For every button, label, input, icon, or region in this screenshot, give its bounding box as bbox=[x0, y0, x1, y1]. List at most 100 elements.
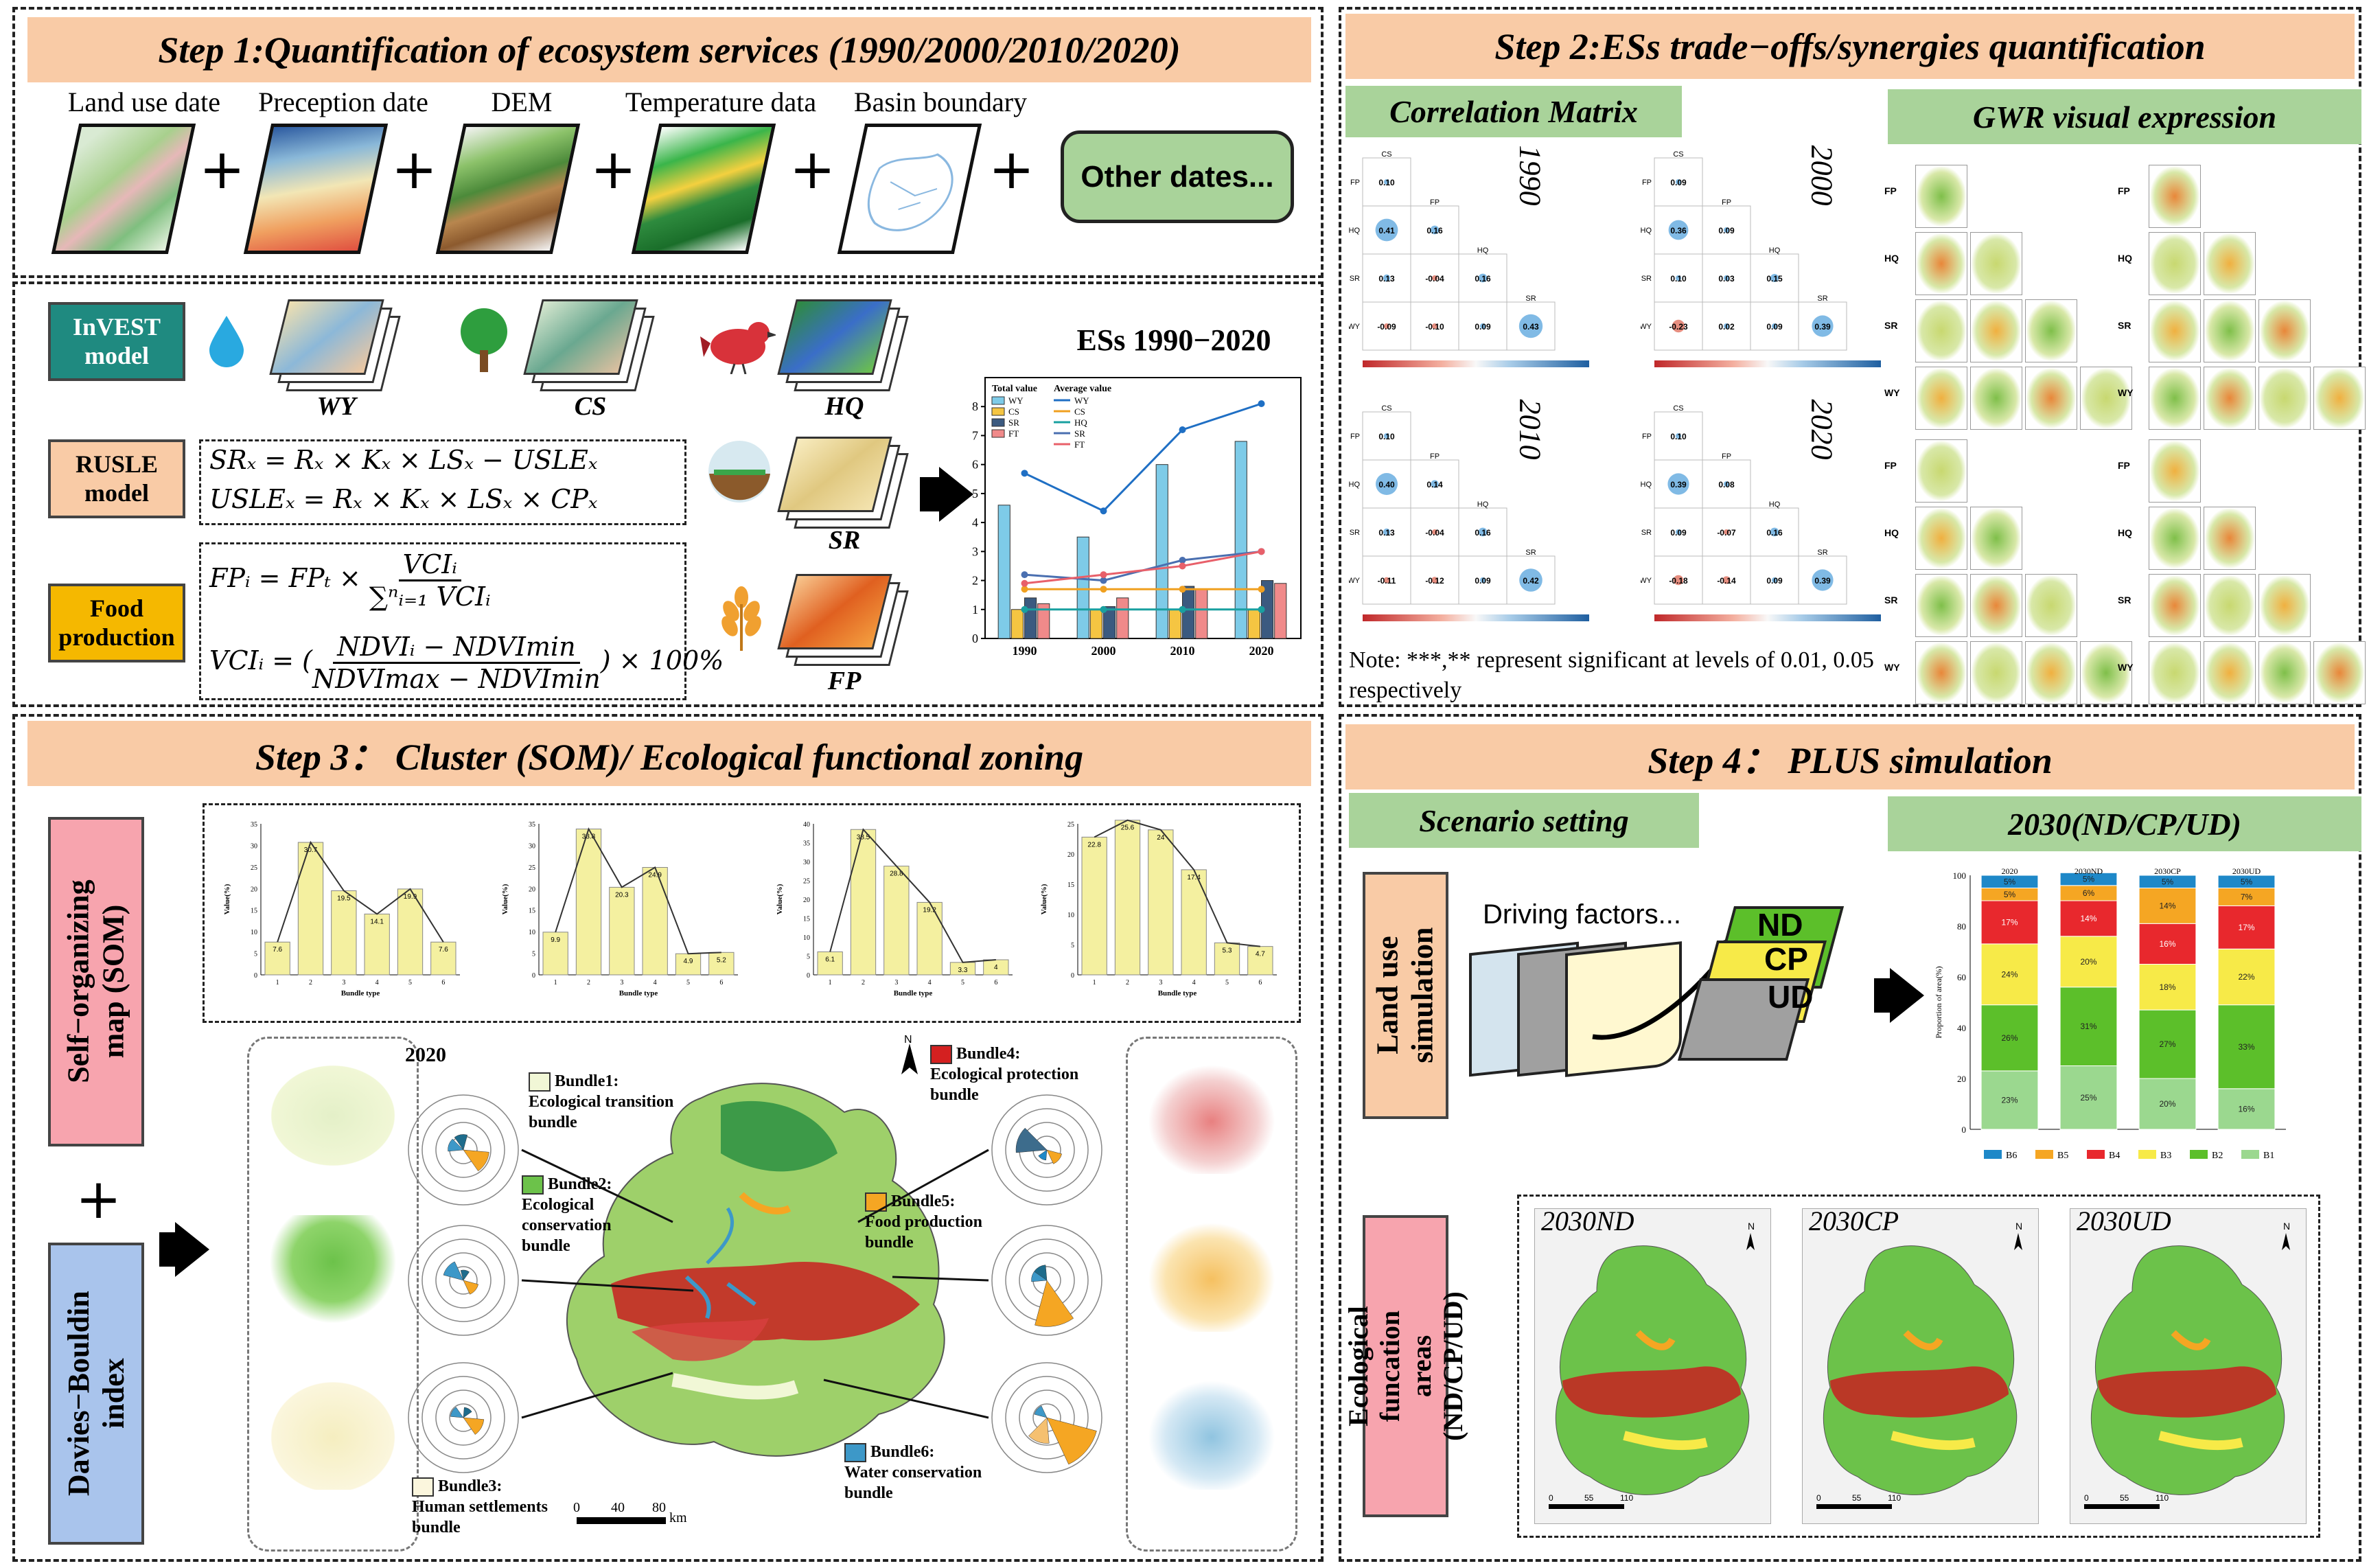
bar-charts-box bbox=[203, 803, 1301, 1023]
land-use-simulation-box: Land use simulation bbox=[1363, 872, 1448, 1119]
bundle2-name: Bundle2: bbox=[548, 1175, 612, 1193]
plus-sign: + bbox=[590, 137, 637, 201]
gwr-row-label: SR bbox=[1884, 595, 1898, 606]
y-tick-label: 15 bbox=[803, 916, 810, 923]
bar-sr bbox=[1103, 606, 1116, 639]
legend: Total value Average valueWYCSSRFTWYCSHQSR… bbox=[991, 384, 1111, 450]
matrix-value: 0.43 bbox=[1523, 322, 1539, 332]
matrix-value: 0.16 bbox=[1766, 528, 1783, 538]
matrix-row-label: SR bbox=[1350, 275, 1360, 283]
segment-label: 25% bbox=[2080, 1093, 2096, 1103]
gwr-row-label: WY bbox=[1884, 387, 1900, 398]
stack-segment-b3 bbox=[1980, 943, 2039, 1006]
bundle-bar bbox=[542, 932, 568, 976]
gwr-map-cell bbox=[2204, 507, 2256, 570]
svg-text:N: N bbox=[904, 1034, 912, 1046]
bar-value-label: 7.6 bbox=[439, 946, 448, 954]
x-tick-label: 1 bbox=[1093, 979, 1096, 987]
scenario-nd-label: ND bbox=[1757, 907, 1803, 943]
matrix-col-label: HQ bbox=[1769, 246, 1781, 255]
y-tick-label: 15 bbox=[1067, 881, 1074, 889]
bar-value-label: 5.2 bbox=[717, 956, 726, 964]
segment-label: 5% bbox=[2162, 877, 2174, 886]
legend-label: SR bbox=[1008, 417, 1019, 428]
matrix-circle bbox=[1376, 473, 1398, 495]
matrix-value: 0.40 bbox=[1378, 480, 1395, 489]
matrix-circle bbox=[1518, 314, 1543, 338]
es-chart: 0 1 2 3 4 5 6 7 8 1990 2000 2010 2020 Total value Aver… bbox=[972, 377, 1302, 658]
x-tick-label: 2010 bbox=[1170, 644, 1195, 658]
bar-value-label: 14.1 bbox=[370, 918, 384, 925]
stack-segment-b1 bbox=[2059, 1065, 2118, 1130]
radar-ring bbox=[435, 1252, 492, 1308]
sr-layer-stack bbox=[776, 433, 927, 529]
bundle-bar bbox=[1247, 946, 1273, 976]
stack-segment-b1 bbox=[2138, 1078, 2197, 1130]
bundle-bar bbox=[1148, 829, 1174, 976]
matrix-value: -0.10 bbox=[1425, 322, 1444, 332]
gwr-map-cell bbox=[1915, 367, 1967, 430]
bundle2-swatch bbox=[522, 1175, 544, 1195]
gwr-map-cell bbox=[2149, 641, 2201, 704]
matrix-year-label: 1990 bbox=[1513, 145, 1547, 206]
y-tick-label: 20 bbox=[1067, 851, 1074, 859]
matrix-circle bbox=[1384, 323, 1389, 329]
stack-segment-b3 bbox=[2138, 964, 2197, 1011]
gwr-map-cell bbox=[1970, 232, 2022, 295]
matrix-col-label: SR bbox=[1817, 295, 1827, 303]
y-tick-label: 25 bbox=[803, 878, 810, 886]
radar-wedge bbox=[460, 1269, 470, 1281]
y-tick-label: 0 bbox=[532, 972, 535, 980]
segment-label: 26% bbox=[2001, 1033, 2018, 1043]
y-tick-label: 1 bbox=[972, 603, 978, 616]
radar-ring bbox=[991, 1094, 1102, 1206]
matrix-row-label: FP bbox=[1642, 178, 1652, 187]
legend-label: SR bbox=[1074, 428, 1085, 439]
bar-value-label: 30.7 bbox=[304, 846, 318, 854]
step1-panel bbox=[12, 7, 1324, 278]
radar-wedge bbox=[1038, 1149, 1048, 1161]
radar-svg bbox=[991, 1094, 1102, 1206]
year-label: 2020 bbox=[405, 1044, 446, 1066]
basin-boundary-image bbox=[837, 124, 982, 254]
radar-wedge bbox=[1034, 1265, 1048, 1281]
segment-label: 31% bbox=[2080, 1022, 2096, 1031]
bundle-side-maps-right bbox=[1126, 1037, 1297, 1552]
input-label-temperature: Temperature data bbox=[625, 87, 817, 117]
y-axis-label: Proportion of area(%) bbox=[1934, 966, 1943, 1038]
point-hq bbox=[1258, 606, 1265, 613]
radar-wedge bbox=[450, 1407, 464, 1418]
arrow-shaft bbox=[159, 1232, 176, 1267]
x-tick-label: 1 bbox=[554, 979, 557, 987]
significance-note: Note: ***,** represent significant at le… bbox=[1349, 647, 1874, 704]
bar-value-label: 28.8 bbox=[890, 871, 903, 878]
segment-label: 17% bbox=[2238, 923, 2254, 932]
map-scale-label: 55 bbox=[1584, 1493, 1594, 1503]
matrix-year-label: 2010 bbox=[1513, 399, 1547, 460]
matrix-value: -0.18 bbox=[1669, 576, 1688, 586]
segment-label: 5% bbox=[2241, 877, 2253, 886]
y-axis-label: Value(%) bbox=[501, 884, 509, 914]
fp-layer-stack bbox=[776, 570, 927, 666]
map-food-zone bbox=[2171, 1330, 2211, 1350]
point-cs bbox=[1179, 586, 1186, 593]
legend-label: CS bbox=[1008, 406, 1019, 417]
bar-value-label: 5.3 bbox=[1223, 947, 1232, 954]
legend-label: WY bbox=[1074, 395, 1089, 406]
matrix-value: 0.09 bbox=[1475, 576, 1491, 586]
category-label: 2020 bbox=[2002, 866, 2018, 876]
radar-wedge bbox=[463, 1417, 485, 1435]
plot-frame bbox=[984, 377, 1302, 639]
matrix-col-label: CS bbox=[1673, 151, 1683, 159]
matrix-circle bbox=[1432, 275, 1437, 281]
bundle-bar-svg: 0 5 10 15 20 25 30 35 Value(%) 7.6 1 30.7 2 19.5 3 14.1… bbox=[223, 821, 460, 998]
matrix-circle bbox=[1431, 577, 1438, 584]
bundle3-desc: Human settlements bundle bbox=[412, 1498, 548, 1537]
x-tick-label: 2 bbox=[309, 979, 312, 987]
matrix-row-label: FP bbox=[1642, 433, 1652, 441]
radar-ring bbox=[449, 1403, 478, 1432]
scenario-ud-label: UD bbox=[1768, 979, 1814, 1015]
y-tick-label: 10 bbox=[251, 929, 257, 936]
matrix-col-label: FP bbox=[1722, 198, 1731, 207]
stack-segment-b6 bbox=[2059, 872, 2118, 886]
